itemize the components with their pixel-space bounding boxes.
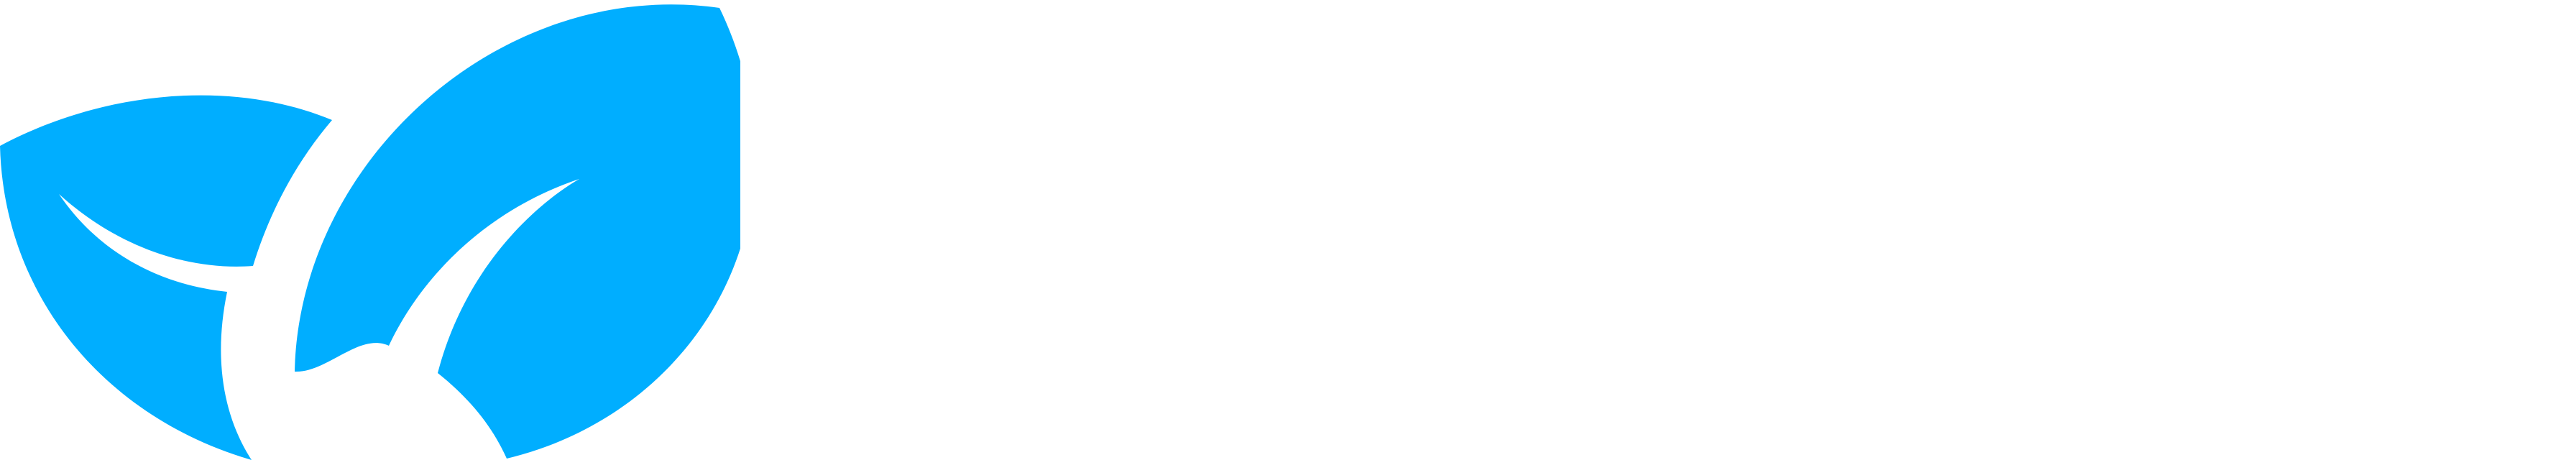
right-leaf-icon — [295, 4, 740, 459]
leaf-sprout-logo-icon — [0, 4, 740, 460]
left-leaf-icon — [0, 95, 332, 460]
